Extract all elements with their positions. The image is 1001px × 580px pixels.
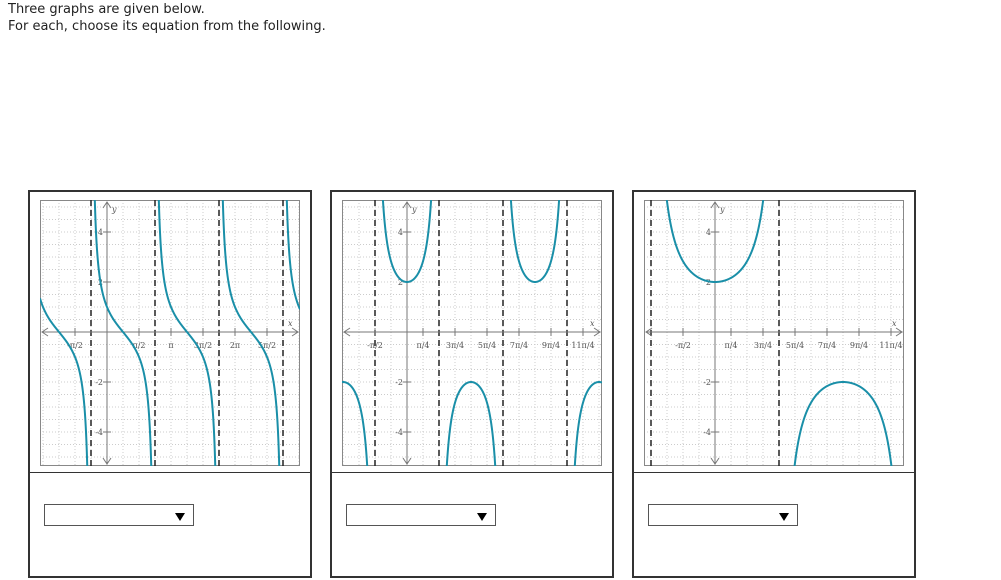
x-tick-label: 2π <box>230 341 240 350</box>
y-tick-label: -4 <box>95 428 103 437</box>
axis-arrow <box>343 201 601 465</box>
dropdown-arrow <box>779 513 789 521</box>
divider <box>30 472 310 473</box>
y-tick-label: -2 <box>703 378 711 387</box>
x-tick-label: -π/2 <box>675 341 691 350</box>
equation-select[interactable] <box>648 504 798 526</box>
y-tick-label: 4 <box>706 228 711 237</box>
graph: x y -π/2 π/4 3π/4 5π/4 7π/4 9π/4 11π/4 4 2 -2 -4 <box>644 200 904 466</box>
y-tick-label: -4 <box>395 428 403 437</box>
y-tick-label: -2 <box>95 378 103 387</box>
dropdown-arrow <box>477 513 487 521</box>
x-tick-label: 7π/4 <box>818 341 836 350</box>
x-axis-label: x <box>288 319 293 328</box>
x-tick-label: 9π/4 <box>542 341 560 350</box>
x-tick-label: 3π/4 <box>754 341 772 350</box>
graph-panel: x y -π/2 π/4 3π/4 5π/4 7π/4 9π/4 11π/4 4 2 -2 -4 <box>330 190 614 578</box>
x-axis-label: x <box>892 319 897 328</box>
divider <box>332 472 612 473</box>
y-tick-label: 4 <box>98 228 103 237</box>
x-tick-label: 7π/4 <box>510 341 528 350</box>
x-tick-label: 11π/4 <box>879 341 902 350</box>
x-tick-label: 9π/4 <box>850 341 868 350</box>
y-axis-label: y <box>719 205 725 214</box>
x-tick-label: 5π/2 <box>258 341 276 350</box>
y-tick-label: -4 <box>703 428 711 437</box>
x-tick-label: 3π/4 <box>446 341 464 350</box>
graph-border <box>644 200 904 466</box>
axis-arrow <box>41 201 299 465</box>
graph-border <box>342 200 602 466</box>
graph: xy-π/2 π/2 π 3π/2 2π 5π/242-2-4 <box>40 200 300 466</box>
axis-arrow <box>645 201 903 465</box>
x-tick-label: π/2 <box>132 341 145 350</box>
dropdown-arrow <box>175 513 185 521</box>
y-tick-label: 2 <box>706 278 711 287</box>
y-tick-label: -2 <box>395 378 403 387</box>
x-tick-label: -π/2 <box>67 341 83 350</box>
y-tick-label: 4 <box>398 228 403 237</box>
divider <box>634 472 914 473</box>
x-axis-label: x <box>590 319 595 328</box>
intro-line: For each, choose its equation from the f… <box>8 19 326 34</box>
curve <box>665 200 893 466</box>
curve <box>342 200 602 466</box>
equation-select[interactable] <box>346 504 496 526</box>
graph-panel: x y -π/2 π/4 3π/4 5π/4 7π/4 9π/4 11π/4 4 2 -2 -4 <box>632 190 916 578</box>
x-tick-label: 3π/2 <box>194 341 212 350</box>
y-axis-label: y <box>111 205 117 214</box>
curve <box>40 200 300 466</box>
x-tick-label: 11π/4 <box>571 341 594 350</box>
y-axis-label: y <box>411 205 417 214</box>
x-tick-label: 5π/4 <box>786 341 804 350</box>
graph: x y -π/2 π/4 3π/4 5π/4 7π/4 9π/4 11π/4 4 2 -2 -4 <box>342 200 602 466</box>
x-tick-label: π <box>168 341 173 350</box>
x-tick-label: π/4 <box>416 341 429 350</box>
x-tick-label: π/4 <box>724 341 737 350</box>
x-tick-label: 5π/4 <box>478 341 496 350</box>
graph-border <box>40 200 300 466</box>
graph-panel: x y -π/2 π/2 π 3π/2 2π 5π/2 4 2 -2 -4 <box>28 190 312 578</box>
x-tick-label: -π/2 <box>367 341 383 350</box>
y-tick-label: 2 <box>398 278 403 287</box>
equation-select[interactable] <box>44 504 194 526</box>
intro-line: Three graphs are given below. <box>8 2 205 17</box>
